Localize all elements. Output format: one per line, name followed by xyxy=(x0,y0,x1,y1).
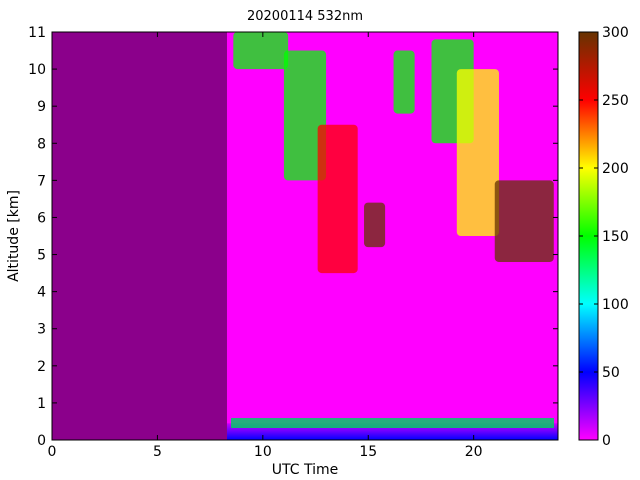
y-tick-label: 6 xyxy=(37,210,46,226)
surface-return-band xyxy=(230,418,554,428)
y-tick-label: 4 xyxy=(37,285,46,301)
cloud-layer xyxy=(494,180,554,262)
y-tick-label: 0 xyxy=(37,433,46,449)
x-tick-label: 10 xyxy=(254,444,272,460)
cloud-layer xyxy=(317,124,358,274)
x-tick-label: 15 xyxy=(359,444,377,460)
y-tick-label: 2 xyxy=(37,359,46,375)
colorbar-tick-label: 50 xyxy=(602,365,620,381)
colorbar-ticks: 0 50 100 150 200 250 300 xyxy=(579,25,629,449)
colorbar-tick-label: 300 xyxy=(602,25,629,41)
cloud-layer xyxy=(456,69,499,236)
cloud-layer xyxy=(393,50,415,114)
y-axis-label: Altitude [km] xyxy=(6,190,22,282)
no-data-region xyxy=(52,32,227,440)
y-tick-label: 9 xyxy=(37,99,46,115)
cloud-layers xyxy=(233,32,554,274)
x-tick-label: 5 xyxy=(153,444,162,460)
y-tick-label: 1 xyxy=(37,396,46,412)
chart-title: 20200114 532nm xyxy=(247,9,363,24)
y-tick-label: 3 xyxy=(37,322,46,338)
plot-area xyxy=(51,31,559,441)
colorbar-tick-label: 150 xyxy=(602,229,629,245)
y-tick-label: 11 xyxy=(28,25,46,41)
colorbar-tick-label: 200 xyxy=(602,161,629,177)
plot-frame xyxy=(51,31,559,441)
x-tick-label: 0 xyxy=(48,444,57,460)
cloud-layer xyxy=(364,202,386,248)
y-tick-label: 5 xyxy=(37,248,46,264)
x-axis: 0 5 10 15 20 xyxy=(48,32,483,460)
y-axis: 0 1 2 3 4 5 6 7 8 9 10 11 xyxy=(28,25,558,449)
y-tick-label: 10 xyxy=(28,62,46,78)
cloud-layer xyxy=(233,32,289,70)
x-tick-label: 20 xyxy=(465,444,483,460)
y-tick-label: 8 xyxy=(37,136,46,152)
colorbar-tick-label: 250 xyxy=(602,93,629,109)
colorbar-tick-label: 100 xyxy=(602,297,629,313)
cloud-layer xyxy=(283,50,327,181)
y-tick-label: 7 xyxy=(37,173,46,189)
colorbar-tick-label: 0 xyxy=(602,433,611,449)
x-axis-label: UTC Time xyxy=(272,462,338,478)
